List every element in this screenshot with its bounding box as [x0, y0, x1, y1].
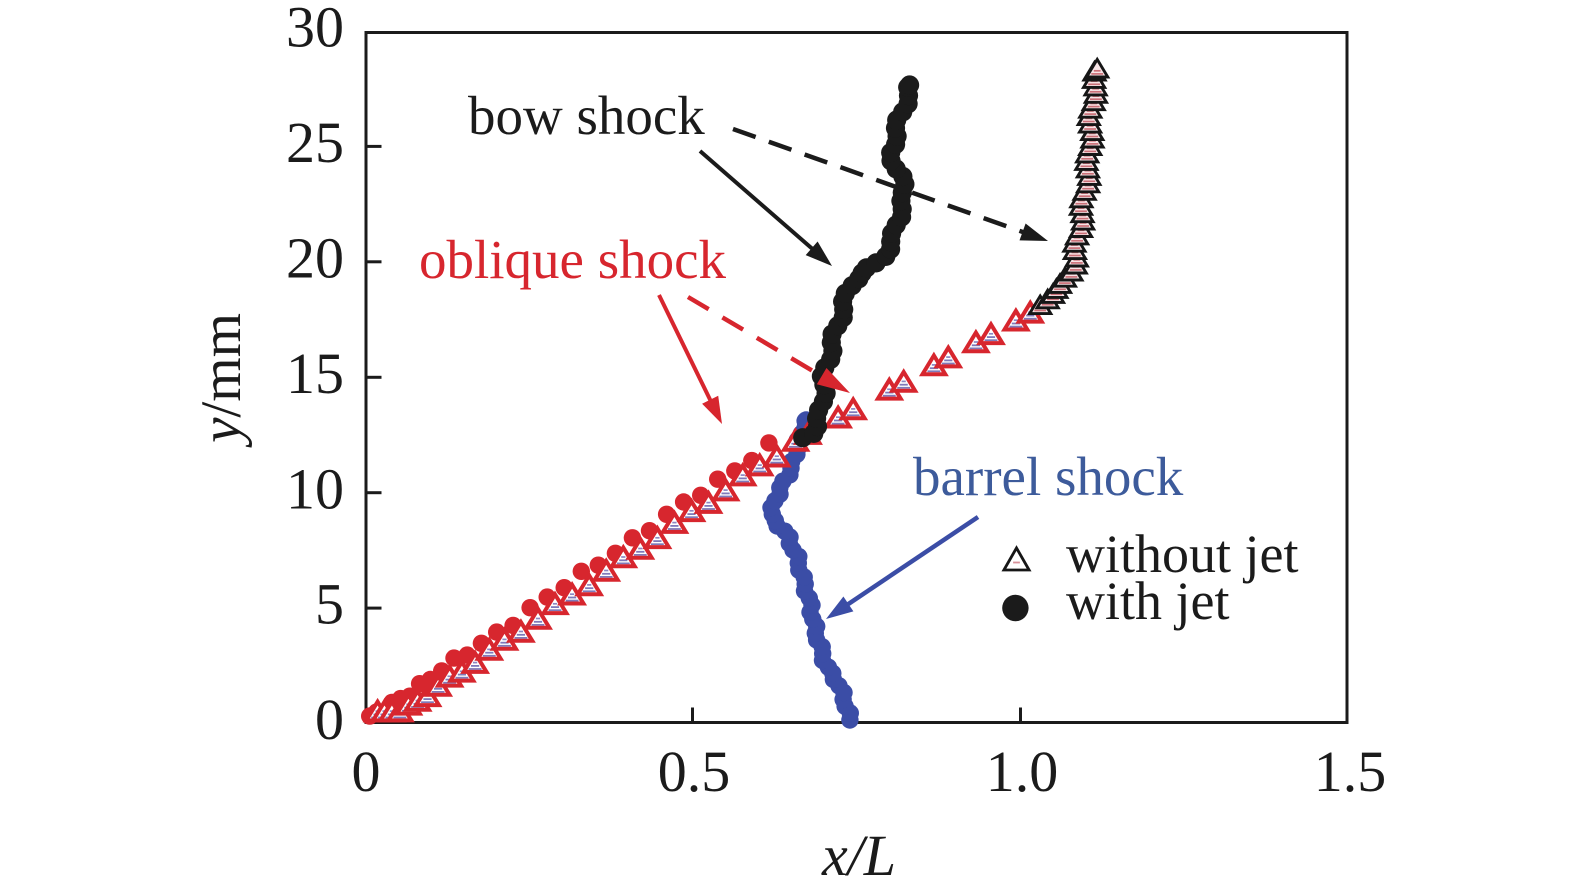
- svg-text:x/L: x/L: [821, 823, 896, 888]
- svg-text:20: 20: [286, 225, 344, 290]
- svg-text:10: 10: [286, 456, 344, 521]
- svg-text:oblique shock: oblique shock: [419, 229, 727, 290]
- svg-text:0.5: 0.5: [658, 739, 731, 804]
- svg-text:1.0: 1.0: [986, 739, 1059, 804]
- svg-text:30: 30: [286, 0, 344, 60]
- svg-text:15: 15: [286, 341, 344, 406]
- svg-text:barrel shock: barrel shock: [913, 446, 1184, 507]
- svg-text:1.5: 1.5: [1314, 739, 1387, 804]
- svg-text:0: 0: [315, 687, 344, 752]
- svg-text:without jet: without jet: [1066, 524, 1298, 584]
- svg-text:bow shock: bow shock: [468, 85, 705, 146]
- svg-text:y/mm: y/mm: [190, 313, 253, 448]
- svg-text:5: 5: [315, 572, 344, 637]
- svg-text:25: 25: [286, 110, 344, 175]
- svg-text:with jet: with jet: [1066, 571, 1229, 631]
- svg-text:0: 0: [352, 739, 381, 804]
